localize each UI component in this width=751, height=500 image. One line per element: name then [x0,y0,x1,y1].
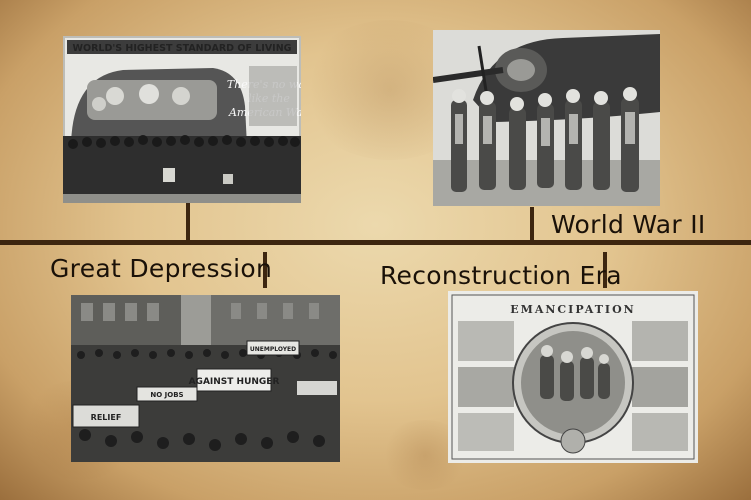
label-reconstruction-era: Reconstruction Era [380,261,622,290]
banner-relief: RELIEF [91,413,122,422]
photo-emancipation-engraving: EMANCIPATION [448,291,698,463]
tick-great-depression [263,252,267,288]
banner-against-hunger: AGAINST HUNGER [189,377,280,387]
tick-bread-line [186,203,190,243]
timeline-axis [0,240,751,245]
billboard-headline: WORLD'S HIGHEST STANDARD OF LIVING [73,43,292,54]
photo-ww2-airmen [433,30,660,206]
engraving-title: EMANCIPATION [510,303,635,316]
photo-hunger-march: AGAINST HUNGER UNEMPLOYED NO JOBS RELIEF [71,295,340,462]
label-world-war-ii: World War II [551,210,706,239]
billboard-slogan-3: American Way [228,106,301,119]
billboard-slogan-1: There's no way [227,78,301,91]
tick-reconstruction-era [603,252,607,288]
banner-unemployed: UNEMPLOYED [250,346,296,353]
photo-bread-line-billboard: WORLD'S HIGHEST STANDARD OF LIVING There… [63,36,301,203]
billboard-slogan-2: like the [248,92,290,105]
label-great-depression: Great Depression [50,254,273,283]
banner-no-jobs: NO JOBS [150,391,183,399]
tick-world-war-ii [530,207,534,243]
